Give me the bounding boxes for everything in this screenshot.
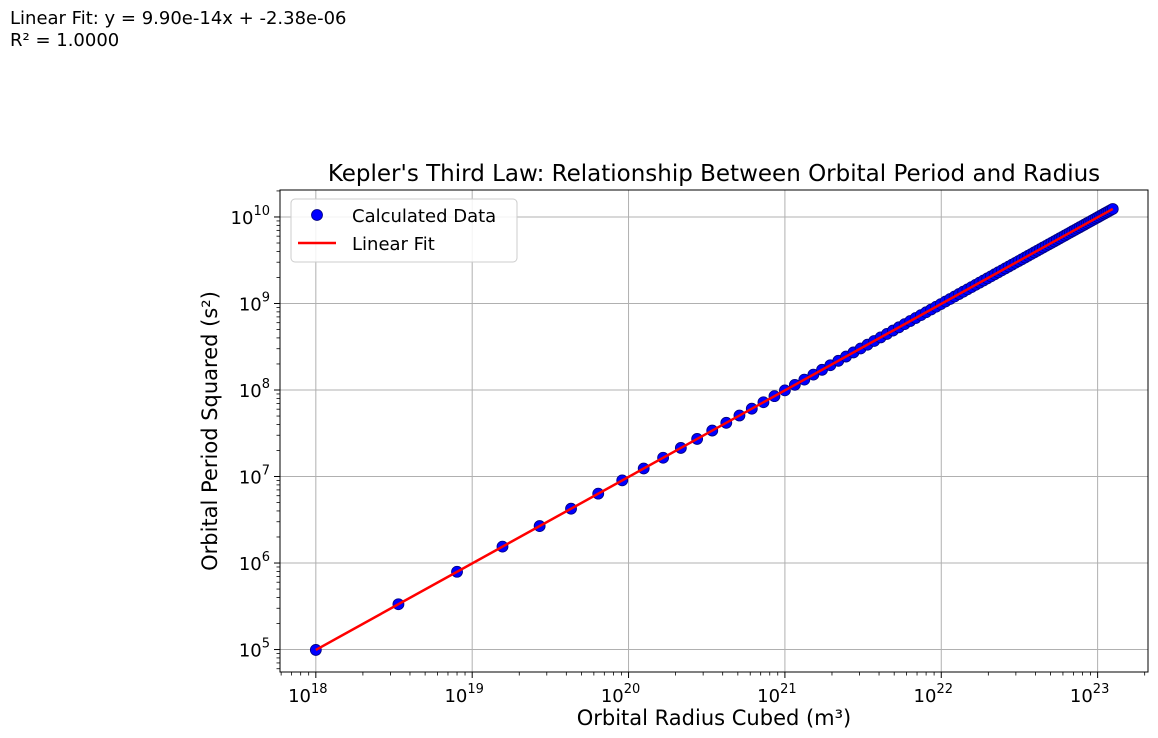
x-tick-label: 1022 [914,682,953,707]
legend-marker-scatter [311,209,323,221]
x-tick-label: 1021 [757,682,796,707]
y-tick-label: 106 [239,550,270,575]
x-tick-label: 1018 [288,682,327,707]
legend: Calculated Data Linear Fit [290,198,518,263]
x-tick-label: 1020 [601,682,640,707]
chart-title: Kepler's Third Law: Relationship Between… [328,161,1100,187]
fit-line [315,207,1114,652]
y-axis-ticks: 105 106 107 108 109 1010 [231,190,280,670]
y-tick-label: 107 [239,464,270,489]
fit-equation: Linear Fit: y = 9.90e-14x + -2.38e-06 [10,8,347,29]
x-axis-label: Orbital Radius Cubed (m³) [577,706,852,730]
fit-annotation: Linear Fit: y = 9.90e-14x + -2.38e-06 R²… [10,8,347,52]
legend-box [290,198,518,263]
y-tick-label: 108 [239,377,270,402]
x-axis-ticks: 1018 1019 1020 1021 1022 1023 [280,672,1146,707]
x-tick-label: 1019 [444,682,483,707]
y-tick-label: 105 [239,637,270,662]
r-squared: R² = 1.0000 [10,30,120,51]
legend-label-line: Linear Fit [352,234,435,255]
y-tick-label: 1010 [231,204,270,229]
y-axis-label: Orbital Period Squared (s²) [198,291,222,571]
y-tick-label: 109 [239,290,270,315]
legend-label-scatter: Calculated Data [352,206,496,227]
x-tick-label: 1023 [1070,682,1109,707]
plot-frame [279,189,1149,673]
fit-line-layer [315,207,1114,652]
